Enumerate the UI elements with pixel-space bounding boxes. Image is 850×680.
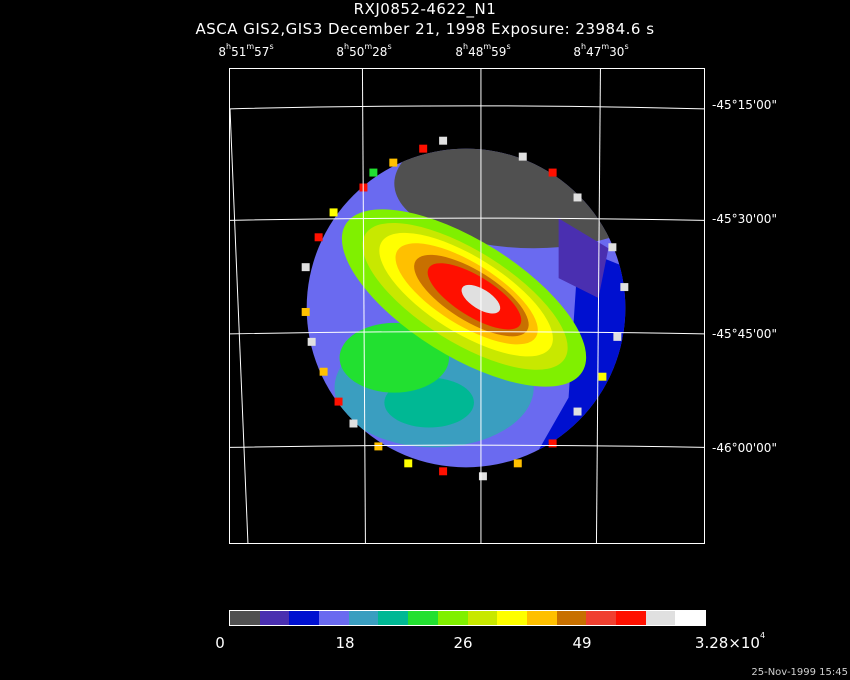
colorbar-swatch [615, 611, 646, 625]
ra-tick-label: 8h47m30s [573, 42, 629, 59]
image-subtitle: ASCA GIS2,GIS3 December 21, 1998 Exposur… [195, 20, 655, 38]
colorbar-swatch [645, 611, 676, 625]
colorbar-swatch [437, 611, 468, 625]
ra-tick-label: 8h51m57s [218, 42, 274, 59]
colorbar-label: 49 [572, 634, 592, 652]
colorbar-label: 0 [215, 634, 225, 652]
colorbar-swatch [408, 611, 438, 625]
dec-tick-label: -46°00'00" [712, 441, 777, 455]
colorbar-swatch [556, 611, 587, 625]
colorbar-label: 18 [335, 634, 355, 652]
ra-tick-label: 8h50m28s [336, 42, 392, 59]
colorbar-swatch [675, 611, 705, 625]
emission-map [306, 148, 626, 468]
colorbar-swatch [348, 611, 379, 625]
colorbar-swatch [378, 611, 409, 625]
colorbar-swatch [230, 611, 260, 625]
colorbar-label: 26 [453, 634, 473, 652]
colorbar-swatch [259, 611, 290, 625]
timestamp: 25-Nov-1999 15:45 [751, 667, 848, 678]
colorbar-swatch [319, 611, 349, 625]
dec-tick-label: -45°45'00" [712, 327, 777, 341]
dec-tick-label: -45°15'00" [712, 98, 777, 112]
colorbar-swatch [526, 611, 557, 625]
colorbar-swatch [467, 611, 498, 625]
colorbar-swatch [497, 611, 527, 625]
dec-tick-label: -45°30'00" [712, 212, 777, 226]
xray-image [230, 69, 704, 543]
coordinate-grid [230, 69, 704, 543]
colorbar-swatch [289, 611, 320, 625]
colorbar-swatch [586, 611, 616, 625]
edge-pixels [301, 136, 629, 481]
colorbar-max-label: 3.28×104 [694, 631, 766, 652]
ra-tick-label: 8h48m59s [455, 42, 511, 59]
image-title: RXJ0852-4622_N1 [353, 0, 497, 18]
xray-image-panel [229, 68, 705, 544]
color-scale-bar [229, 610, 706, 626]
